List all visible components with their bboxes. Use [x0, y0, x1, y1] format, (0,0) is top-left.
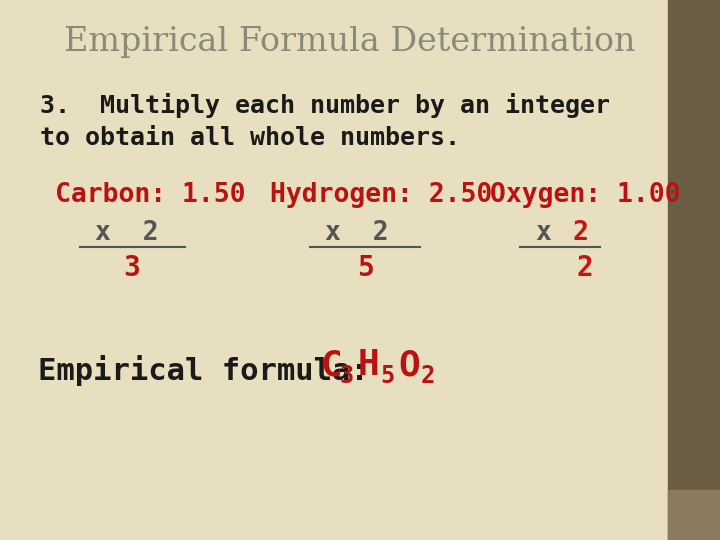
Bar: [668, 490, 720, 540]
Text: to obtain all whole numbers.: to obtain all whole numbers.: [40, 126, 460, 150]
Text: 5: 5: [356, 254, 374, 282]
Bar: [668, 0, 720, 540]
Text: 3: 3: [124, 254, 140, 282]
Text: Oxygen: 1.00: Oxygen: 1.00: [490, 182, 680, 208]
Text: x  2: x 2: [325, 220, 389, 246]
Text: H: H: [358, 348, 379, 382]
Text: 5: 5: [380, 364, 395, 388]
Text: x: x: [535, 220, 551, 246]
Text: Empirical formula:: Empirical formula:: [38, 354, 369, 386]
Text: Empirical Formula Determination: Empirical Formula Determination: [64, 26, 636, 58]
Text: 2: 2: [572, 220, 588, 246]
Text: 3.  Multiply each number by an integer: 3. Multiply each number by an integer: [40, 92, 610, 118]
Text: 2: 2: [577, 254, 593, 282]
Text: Carbon: 1.50: Carbon: 1.50: [55, 182, 246, 208]
Text: Hydrogen: 2.50: Hydrogen: 2.50: [270, 182, 492, 208]
Text: 3: 3: [340, 364, 354, 388]
Text: O: O: [398, 348, 420, 382]
Text: x  2: x 2: [95, 220, 158, 246]
Text: C: C: [320, 348, 342, 382]
Text: 2: 2: [421, 364, 436, 388]
